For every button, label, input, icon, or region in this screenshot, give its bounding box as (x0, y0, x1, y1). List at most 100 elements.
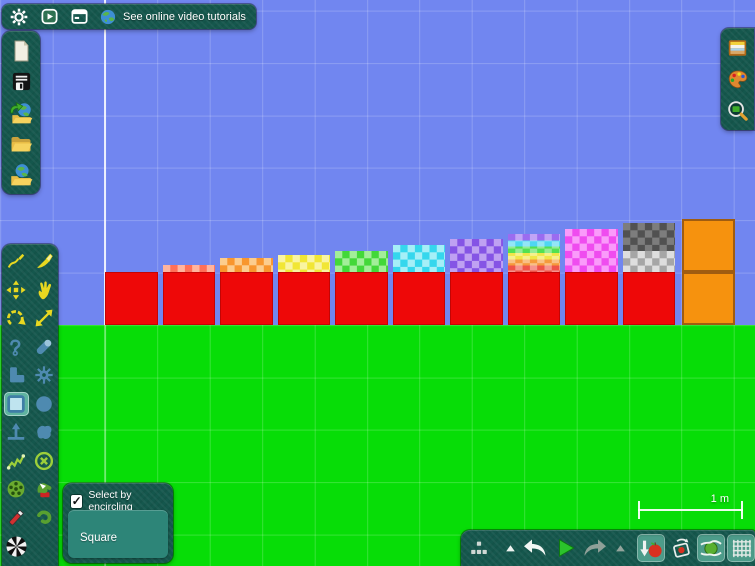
hinge-tool[interactable] (32, 506, 57, 530)
knife-tool[interactable] (32, 249, 57, 273)
textured-box[interactable] (507, 233, 560, 272)
red-box[interactable] (105, 271, 158, 325)
gear-icon (9, 7, 29, 27)
scale-tool[interactable] (32, 306, 57, 330)
red-box[interactable] (450, 271, 503, 325)
gravity-button[interactable] (637, 534, 665, 562)
gear-tool[interactable] (32, 363, 57, 387)
brush-icon (33, 336, 55, 358)
orange-box[interactable] (681, 218, 735, 272)
box-tool[interactable] (3, 391, 29, 416)
orange-box[interactable] (681, 272, 735, 325)
polygon-tool[interactable] (32, 420, 57, 444)
textured-box[interactable] (565, 228, 618, 272)
sketch-tool[interactable] (4, 249, 29, 273)
video-button[interactable] (36, 6, 62, 27)
red-box[interactable] (335, 271, 388, 325)
encircle-checkbox[interactable]: ✓ (70, 493, 84, 509)
background-icon (726, 37, 749, 59)
browse-online-scenes-button[interactable] (6, 160, 36, 189)
textured-box[interactable] (277, 254, 330, 272)
hook-icon (33, 507, 55, 529)
red-box[interactable] (622, 271, 675, 325)
video-icon (40, 7, 59, 26)
textured-box[interactable] (450, 238, 503, 272)
undo-button[interactable] (521, 534, 549, 562)
textured-box[interactable] (335, 250, 388, 272)
grid-icon (730, 537, 753, 560)
air-icon (670, 537, 693, 560)
undo-menu-button[interactable] (501, 534, 519, 562)
vortex-tool[interactable] (4, 534, 29, 558)
circle-tool[interactable] (32, 392, 57, 416)
textured-box[interactable] (162, 264, 215, 272)
save-scene-button[interactable] (6, 67, 36, 96)
plane-icon (5, 421, 27, 443)
box-icon (5, 393, 27, 415)
tri-up-white-icon (504, 542, 517, 555)
air-friction-button[interactable] (667, 534, 695, 562)
drag-tool[interactable] (32, 278, 57, 302)
spring-tool[interactable] (4, 449, 29, 473)
texture-band (622, 250, 675, 272)
toolbar-section (497, 530, 633, 566)
folder-upload-icon (8, 100, 34, 126)
background-chooser-button[interactable] (724, 35, 751, 61)
red-box[interactable] (392, 271, 445, 325)
red-box[interactable] (162, 271, 215, 325)
thruster-tool[interactable] (32, 477, 57, 501)
red-box[interactable] (277, 271, 330, 325)
window-button[interactable] (66, 6, 92, 27)
upload-scene-button[interactable] (6, 98, 36, 127)
textured-box[interactable] (220, 257, 273, 272)
toolbar-section (633, 530, 755, 566)
paper-icon (9, 38, 33, 64)
wheel-icon (5, 478, 27, 500)
axle-tool[interactable] (4, 477, 29, 501)
redo-menu-button[interactable] (611, 534, 629, 562)
new-scene-button[interactable] (6, 36, 36, 65)
textured-box[interactable] (622, 222, 675, 272)
open-scene-button[interactable] (6, 129, 36, 158)
play-icon (554, 537, 576, 559)
settings-button[interactable] (6, 6, 32, 27)
floppy-icon (10, 70, 33, 93)
scale-ruler: 1 m (638, 493, 743, 519)
sketch-icon (5, 250, 27, 272)
globe-icon (98, 7, 118, 27)
spiral-icon (5, 535, 28, 558)
grid-button[interactable] (727, 534, 755, 562)
brush-tool[interactable] (32, 335, 57, 359)
redo-button[interactable] (581, 534, 609, 562)
move-tool[interactable] (4, 278, 29, 302)
red-box[interactable] (507, 271, 560, 325)
red-box[interactable] (220, 271, 273, 325)
textured-box[interactable] (392, 244, 445, 272)
plane-tool[interactable] (4, 420, 29, 444)
tool-name-tooltip: Square (68, 510, 168, 558)
tutorials-button[interactable]: See online video tutorials (96, 6, 248, 27)
construction-menu-button[interactable] (465, 534, 493, 562)
polygon-icon (33, 421, 55, 443)
laser-tool[interactable] (4, 506, 29, 530)
tool-panel (2, 244, 58, 566)
rotate-tool[interactable] (4, 306, 29, 330)
fixate-tool[interactable] (4, 363, 29, 387)
toolbar-section (461, 530, 497, 566)
gravity-icon (639, 537, 663, 560)
flow-icon (699, 537, 723, 560)
ruler-label: 1 m (710, 493, 729, 505)
move-icon (5, 279, 27, 301)
fluid-button[interactable] (697, 534, 725, 562)
palette-button[interactable] (724, 66, 751, 92)
red-box[interactable] (565, 271, 618, 325)
zoom-to-scene-button[interactable] (724, 97, 751, 123)
chain-tool[interactable] (4, 335, 29, 359)
folder-icon (8, 132, 34, 156)
play-button[interactable] (551, 534, 579, 562)
window-icon (70, 7, 89, 26)
tool-options-panel: ✓ Select by encircling Square (63, 483, 173, 563)
delete-tool[interactable] (32, 449, 57, 473)
